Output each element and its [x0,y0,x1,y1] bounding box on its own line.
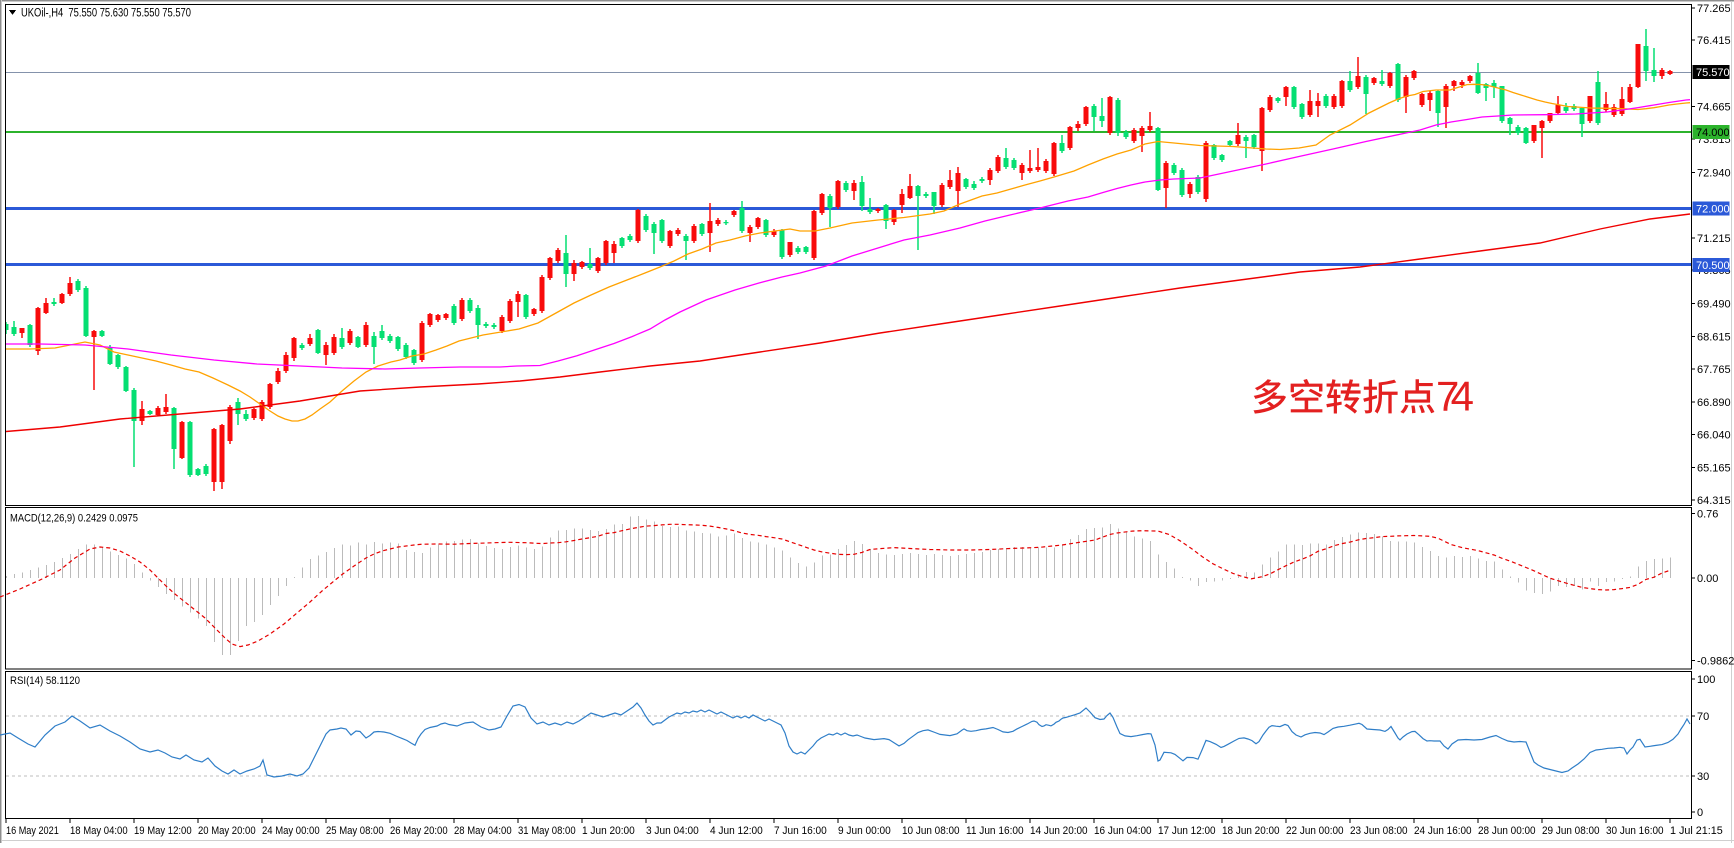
svg-text:76.415: 76.415 [1697,35,1731,47]
svg-text:16 May 2021: 16 May 2021 [6,825,59,837]
svg-text:UKOil-,H4 75.550 75.630 75.55: UKOil-,H4 75.550 75.630 75.550 75.570 [21,8,191,20]
svg-text:66.890: 66.890 [1697,397,1731,409]
svg-text:74.000: 74.000 [1696,127,1730,139]
svg-text:74: 74 [1436,373,1474,420]
svg-text:0.00: 0.00 [1697,573,1718,585]
svg-text:29 Jun 08:00: 29 Jun 08:00 [1542,825,1600,837]
svg-text:20 May 20:00: 20 May 20:00 [198,825,256,837]
svg-text:67.765: 67.765 [1697,364,1731,376]
svg-text:-0.9862: -0.9862 [1697,656,1734,668]
svg-text:25 May 08:00: 25 May 08:00 [326,825,384,837]
svg-text:28 May 04:00: 28 May 04:00 [454,825,512,837]
svg-text:3 Jun 04:00: 3 Jun 04:00 [646,825,699,837]
svg-text:69.490: 69.490 [1697,298,1731,310]
svg-text:77.265: 77.265 [1697,3,1731,15]
svg-text:30: 30 [1697,771,1709,783]
svg-text:64.315: 64.315 [1697,495,1731,507]
svg-text:24 May 00:00: 24 May 00:00 [262,825,320,837]
svg-text:72.000: 72.000 [1696,204,1730,216]
svg-text:10 Jun 08:00: 10 Jun 08:00 [902,825,960,837]
svg-text:MACD(12,26,9) 0.2429 0.0975: MACD(12,26,9) 0.2429 0.0975 [10,513,138,525]
svg-text:22 Jun 00:00: 22 Jun 00:00 [1286,825,1344,837]
svg-text:70: 70 [1697,711,1709,723]
svg-text:0: 0 [1697,807,1703,819]
svg-text:68.615: 68.615 [1697,332,1731,344]
svg-text:18 Jun 20:00: 18 Jun 20:00 [1222,825,1280,837]
svg-text:28 Jun 00:00: 28 Jun 00:00 [1478,825,1536,837]
svg-text:30 Jun 16:00: 30 Jun 16:00 [1606,825,1664,837]
svg-text:9 Jun 00:00: 9 Jun 00:00 [838,825,891,837]
svg-text:7 Jun 16:00: 7 Jun 16:00 [774,825,827,837]
svg-text:4 Jun 12:00: 4 Jun 12:00 [710,825,763,837]
svg-text:24 Jun 16:00: 24 Jun 16:00 [1414,825,1472,837]
svg-text:19 May 12:00: 19 May 12:00 [134,825,192,837]
svg-text:71.215: 71.215 [1697,233,1731,245]
svg-text:14 Jun 20:00: 14 Jun 20:00 [1030,825,1088,837]
svg-text:1 Jun 20:00: 1 Jun 20:00 [582,825,635,837]
svg-text:RSI(14) 58.1120: RSI(14) 58.1120 [10,675,80,687]
svg-text:66.040: 66.040 [1697,430,1731,442]
svg-text:74.665: 74.665 [1697,102,1731,114]
svg-text:26 May 20:00: 26 May 20:00 [390,825,448,837]
svg-text:0.76: 0.76 [1697,509,1718,521]
svg-text:31 May 08:00: 31 May 08:00 [518,825,576,837]
svg-text:72.940: 72.940 [1697,167,1731,179]
svg-text:75.570: 75.570 [1696,67,1730,79]
svg-text:23 Jun 08:00: 23 Jun 08:00 [1350,825,1408,837]
svg-text:17 Jun 12:00: 17 Jun 12:00 [1158,825,1216,837]
svg-text:70.500: 70.500 [1696,260,1730,272]
svg-text:18 May 04:00: 18 May 04:00 [70,825,128,837]
svg-text:16 Jun 04:00: 16 Jun 04:00 [1094,825,1152,837]
svg-text:1 Jul 21:15: 1 Jul 21:15 [1670,825,1723,837]
svg-text:100: 100 [1697,674,1715,686]
svg-text:11 Jun 16:00: 11 Jun 16:00 [966,825,1024,837]
svg-text:65.165: 65.165 [1697,463,1731,475]
